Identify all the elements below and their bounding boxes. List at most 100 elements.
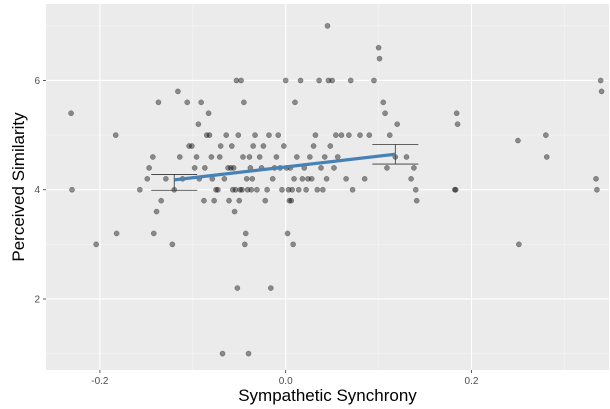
data-point xyxy=(515,137,521,144)
data-point xyxy=(382,110,388,117)
data-point xyxy=(380,99,387,106)
data-point xyxy=(275,132,282,138)
data-point xyxy=(241,241,248,248)
data-point xyxy=(361,175,368,182)
data-point xyxy=(230,165,237,171)
data-point xyxy=(451,186,458,193)
data-point xyxy=(334,154,341,160)
data-point xyxy=(346,132,352,138)
x-tick-label: -0.2 xyxy=(91,376,109,387)
data-point xyxy=(305,175,311,182)
data-point xyxy=(158,197,165,204)
data-points xyxy=(68,23,605,357)
data-point xyxy=(219,350,226,357)
data-point xyxy=(593,175,599,182)
data-point xyxy=(316,77,322,84)
data-point xyxy=(371,77,377,84)
minor-gridlines xyxy=(46,4,609,370)
data-point xyxy=(69,186,75,193)
data-point xyxy=(273,154,280,160)
data-point xyxy=(176,154,183,160)
data-point xyxy=(245,350,252,357)
data-point xyxy=(308,175,315,182)
data-point xyxy=(238,77,244,84)
data-point xyxy=(324,23,331,29)
data-point xyxy=(250,143,257,149)
data-point xyxy=(226,197,232,204)
data-point xyxy=(327,143,334,149)
data-point xyxy=(202,165,208,171)
data-point xyxy=(150,230,157,237)
data-point xyxy=(236,197,243,204)
data-point xyxy=(208,154,215,160)
data-point xyxy=(146,165,152,171)
data-point xyxy=(594,186,600,193)
data-point xyxy=(249,175,256,182)
data-point xyxy=(175,88,181,95)
data-point xyxy=(325,77,332,84)
data-point xyxy=(267,285,274,291)
data-point xyxy=(235,132,242,138)
data-point xyxy=(386,132,393,138)
regression-line xyxy=(174,152,396,182)
data-point xyxy=(314,186,321,193)
data-point xyxy=(149,154,156,160)
data-point xyxy=(289,186,296,193)
data-point xyxy=(453,110,460,117)
data-point xyxy=(229,186,236,193)
data-point xyxy=(193,154,200,160)
data-point xyxy=(211,197,218,204)
data-point xyxy=(343,175,349,182)
data-point xyxy=(153,208,160,215)
data-point xyxy=(280,143,287,149)
data-point xyxy=(452,186,459,193)
data-point xyxy=(242,230,249,237)
data-point xyxy=(112,132,119,138)
data-point xyxy=(542,132,549,138)
data-point xyxy=(256,154,263,160)
data-point xyxy=(284,230,291,237)
data-point xyxy=(239,186,245,193)
data-point xyxy=(413,197,420,204)
x-tick-label: 0.0 xyxy=(279,376,293,387)
data-point xyxy=(201,197,207,204)
data-point xyxy=(215,186,221,193)
data-point xyxy=(375,44,382,51)
data-point xyxy=(338,132,345,138)
plot-panel xyxy=(46,4,609,370)
data-point xyxy=(266,132,272,138)
data-point xyxy=(234,285,241,291)
data-point xyxy=(292,99,298,106)
data-point xyxy=(244,186,251,193)
x-axis-ticks: -0.2 0.0 0.2 xyxy=(91,370,479,387)
data-point xyxy=(144,175,151,182)
data-point xyxy=(357,132,363,138)
data-point xyxy=(262,197,269,204)
data-point xyxy=(310,143,317,149)
error-bars xyxy=(151,143,419,191)
data-point xyxy=(240,154,246,160)
x-tick-label: 0.2 xyxy=(465,376,479,387)
data-point xyxy=(282,77,289,84)
data-point xyxy=(186,143,192,149)
y-tick-label: 4 xyxy=(34,185,40,196)
data-point xyxy=(597,77,604,84)
y-axis-ticks: 2 4 6 xyxy=(34,76,46,305)
data-point xyxy=(323,175,330,182)
major-gridlines xyxy=(46,4,609,370)
data-point xyxy=(412,186,419,193)
data-point xyxy=(321,154,328,160)
data-point xyxy=(312,132,319,138)
data-point xyxy=(213,186,219,193)
data-point xyxy=(329,77,335,84)
data-point xyxy=(169,241,176,248)
data-point xyxy=(189,143,195,149)
data-point xyxy=(279,186,285,193)
data-point xyxy=(411,165,417,171)
data-point xyxy=(231,208,238,215)
data-point xyxy=(206,132,213,138)
data-point xyxy=(68,110,74,117)
data-point xyxy=(295,186,302,193)
x-axis-title: Sympathetic Synchrony xyxy=(238,386,417,405)
data-point xyxy=(543,154,550,160)
